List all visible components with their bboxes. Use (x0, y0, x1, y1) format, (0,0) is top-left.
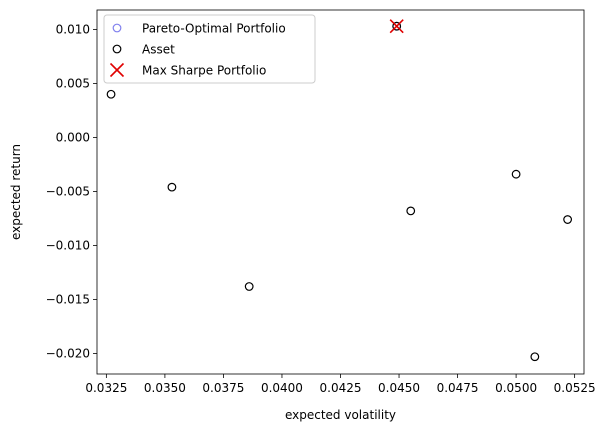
legend-marker-stroke (109, 62, 125, 78)
asset-point (167, 182, 177, 192)
asset-point (392, 21, 402, 31)
y-tick-label: 0.010 (56, 22, 90, 36)
asset-point (511, 169, 521, 179)
legend-label: Asset (142, 43, 175, 57)
y-tick-label: −0.010 (46, 238, 90, 252)
y-tick-label: −0.015 (46, 292, 90, 306)
series-max-sharpe-portfolio (389, 19, 404, 34)
y-tick-label: −0.005 (46, 184, 90, 198)
series-asset (106, 21, 573, 362)
y-axis: −0.020 −0.015 −0.010 −0.005 0.000 0.005 0.010 (46, 22, 97, 360)
asset-point (406, 206, 416, 216)
legend-box (103, 14, 316, 84)
x-tick-label: 0.0425 (320, 381, 362, 395)
x-tick-label: 0.0350 (144, 381, 186, 395)
x-tick-label: 0.0375 (202, 381, 244, 395)
x-tick-label: 0.0325 (85, 381, 127, 395)
max-sharpe-marker (389, 19, 404, 34)
asset-point (244, 282, 254, 291)
x-tick-label: 0.0525 (554, 381, 596, 395)
legend-label: Max Sharpe Portfolio (142, 64, 266, 78)
y-tick-label: 0.000 (56, 130, 90, 144)
x-tick-label: 0.0400 (261, 381, 303, 395)
x-tick-label: 0.0475 (437, 381, 479, 395)
asset-point (530, 352, 540, 362)
x-tick-label: 0.0500 (495, 381, 537, 395)
legend: Pareto-Optimal Portfolio Asset Max Sharpe … (103, 14, 316, 84)
y-axis-label: expected return (9, 144, 23, 240)
asset-point (563, 215, 573, 224)
legend-marker (109, 62, 125, 78)
max-sharpe-marker-stroke (389, 19, 404, 34)
legend-marker (112, 23, 122, 33)
legend-label: Pareto-Optimal Portfolio (142, 22, 286, 36)
y-tick-label: 0.005 (56, 76, 90, 90)
x-axis-label: expected volatility (285, 408, 396, 422)
asset-point (106, 89, 116, 99)
x-axis: 0.0325 0.0350 0.0375 0.0400 0.0425 0.0450 0.04… (85, 374, 596, 395)
legend-marker (112, 44, 122, 54)
x-tick-label: 0.0450 (378, 381, 420, 395)
y-tick-label: −0.020 (46, 346, 90, 360)
